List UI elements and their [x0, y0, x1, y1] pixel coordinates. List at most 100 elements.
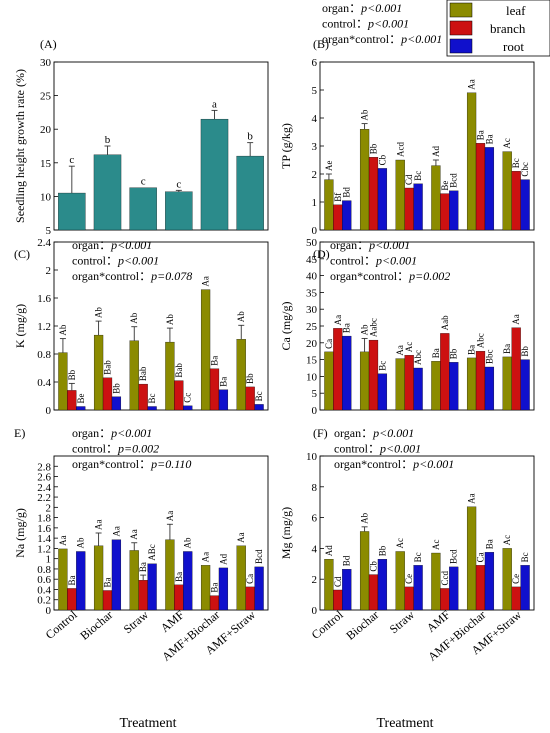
- sig-label: Aa: [395, 345, 405, 356]
- y-tick-label: 0: [46, 405, 52, 417]
- bar-branch: [102, 377, 113, 411]
- sig-label: Ca: [324, 339, 334, 349]
- stat-text: control：p=0.002: [72, 442, 159, 456]
- bar-root: [111, 539, 122, 611]
- stat-text: organ：p<0.001: [322, 1, 402, 15]
- y-tick-label: 0.8: [37, 564, 51, 576]
- y-tick-label: 0: [312, 405, 318, 417]
- bar-root: [377, 559, 388, 611]
- sig-label: Bb: [449, 348, 459, 359]
- sig-label: Ba: [476, 130, 486, 140]
- category-label: Straw: [387, 607, 418, 636]
- y-tick-label: 1.2: [37, 543, 51, 555]
- sig-label: Cb: [377, 154, 387, 165]
- panel-3: 0 5 10 15 20 25 30 35 40 45 50(D) Ca (mg/g) organ：p<…: [279, 237, 535, 417]
- sig-label: Ba: [342, 323, 352, 333]
- bar-rate: [93, 154, 122, 231]
- sig-label: Cd: [333, 576, 343, 587]
- legend-label-leaf: leaf: [506, 3, 526, 18]
- y-axis-title: Ca (mg/g): [279, 302, 293, 351]
- bar-root: [377, 373, 388, 411]
- bar-leaf: [502, 548, 512, 611]
- y-tick-label: 6: [312, 513, 318, 525]
- sig-label: Ab: [76, 537, 86, 548]
- sig-label: b: [247, 131, 253, 143]
- sig-label: Bcd: [449, 549, 459, 564]
- panel-1: 0 1 2 3 4 5 6 (B) TP (g/kg) organ：p<0.001 control：…: [279, 1, 535, 237]
- stat-text: organ*control：p=0.110: [72, 457, 191, 471]
- y-tick-label: 0.6: [37, 574, 51, 586]
- category-label: AMF: [424, 607, 453, 635]
- bar-leaf: [395, 551, 405, 611]
- stat-text: control：p<0.001: [72, 254, 159, 268]
- sig-label: Ab: [360, 109, 370, 120]
- y-tick-label: 4: [312, 113, 318, 125]
- bar-branch: [368, 157, 379, 231]
- y-tick-label: 0.4: [37, 377, 51, 389]
- bar-root: [218, 389, 229, 411]
- plot-frame: [319, 455, 535, 611]
- sig-label: Ba: [138, 562, 148, 572]
- y-tick-label: 5: [312, 85, 318, 97]
- bar-branch: [209, 368, 220, 411]
- y-axis-title: Na (mg/g): [13, 508, 27, 558]
- bar-root: [413, 565, 423, 611]
- bar-leaf: [466, 357, 477, 411]
- bar-leaf: [359, 351, 370, 411]
- stat-text: control：p<0.001: [322, 17, 409, 31]
- y-tick-label: 20: [306, 338, 318, 350]
- sig-label: Ba: [218, 377, 228, 387]
- bar-branch: [138, 383, 148, 411]
- bar-leaf: [129, 550, 139, 611]
- y-tick-label: 2: [46, 265, 52, 277]
- bar-root: [520, 565, 530, 611]
- y-tick-label: 2: [46, 502, 52, 514]
- sig-label: Bcd: [449, 173, 459, 188]
- bar-root: [76, 551, 86, 611]
- sig-label: Aa: [129, 529, 139, 540]
- bar-leaf: [324, 179, 334, 231]
- x-axis-label-right: Treatment: [376, 716, 433, 731]
- y-tick-label: 30: [40, 57, 52, 69]
- panel-label: (D): [313, 247, 330, 261]
- sig-label: Aa: [467, 493, 477, 504]
- bar-leaf: [58, 548, 68, 611]
- stat-text: organ：p<0.001: [72, 426, 152, 440]
- sig-label: Ba: [174, 572, 184, 582]
- sig-label: Bb: [520, 346, 530, 357]
- sig-label: Ac: [395, 538, 405, 549]
- sig-label: Aab: [440, 315, 450, 330]
- sig-label: Aa: [201, 276, 211, 287]
- bar-branch: [67, 588, 77, 611]
- panel-label: (A): [40, 37, 57, 51]
- bar-root: [377, 168, 388, 231]
- sig-label: Ca: [245, 574, 255, 584]
- bar-root: [76, 406, 86, 411]
- stat-text: control：p<0.001: [334, 442, 421, 456]
- bar-root: [449, 190, 459, 231]
- bar-rate: [58, 192, 86, 231]
- sig-label: Ad: [324, 545, 334, 556]
- panel-label: (C): [14, 247, 30, 261]
- stat-text: control：p<0.001: [330, 254, 417, 268]
- sig-label: Bbc: [484, 349, 494, 364]
- sig-label: Ac: [404, 342, 414, 353]
- bar-branch: [209, 595, 220, 611]
- y-tick-label: 45: [306, 254, 318, 266]
- y-tick-label: 35: [306, 287, 318, 299]
- y-tick-label: 10: [306, 451, 318, 463]
- sig-label: Bc: [147, 393, 157, 403]
- y-tick-label: 40: [306, 271, 318, 283]
- bar-rate: [165, 191, 193, 231]
- sig-label: Aa: [94, 520, 104, 531]
- bar-branch: [475, 143, 486, 231]
- bar-branch: [245, 386, 255, 411]
- bar-leaf: [395, 159, 405, 231]
- sig-label: Bb: [67, 369, 77, 380]
- y-tick-label: 2: [312, 574, 318, 586]
- sig-label: Bcd: [254, 549, 264, 564]
- sig-label: Ccd: [440, 570, 450, 585]
- bar-branch: [368, 339, 379, 411]
- sig-label: Bc: [377, 361, 387, 371]
- sig-label: Aa: [333, 315, 343, 326]
